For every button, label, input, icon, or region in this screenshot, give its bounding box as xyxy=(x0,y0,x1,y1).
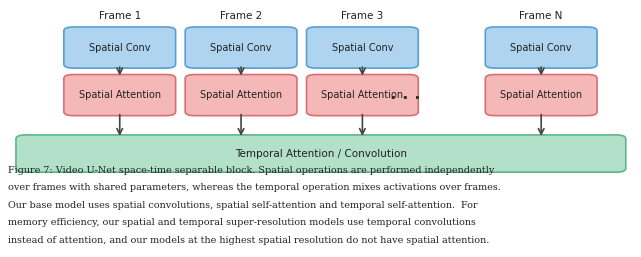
Text: Spatial Attention: Spatial Attention xyxy=(500,90,582,100)
FancyBboxPatch shape xyxy=(306,75,419,116)
FancyBboxPatch shape xyxy=(185,27,297,68)
Text: Frame 2: Frame 2 xyxy=(220,11,262,21)
FancyBboxPatch shape xyxy=(64,75,176,116)
Text: Our base model uses spatial convolutions, spatial self-attention and temporal se: Our base model uses spatial convolutions… xyxy=(8,201,478,210)
Text: Spatial Attention: Spatial Attention xyxy=(79,90,161,100)
FancyBboxPatch shape xyxy=(306,27,419,68)
Text: instead of attention, and our models at the highest spatial resolution do not ha: instead of attention, and our models at … xyxy=(8,236,490,245)
Text: Temporal Attention / Convolution: Temporal Attention / Convolution xyxy=(235,149,407,159)
Text: Spatial Conv: Spatial Conv xyxy=(331,43,393,52)
Text: Spatial Attention: Spatial Attention xyxy=(200,90,282,100)
FancyBboxPatch shape xyxy=(64,27,176,68)
FancyBboxPatch shape xyxy=(16,135,626,172)
Text: . . .: . . . xyxy=(390,85,420,103)
Text: Frame N: Frame N xyxy=(519,11,563,21)
Text: memory efficiency, our spatial and temporal super-resolution models use temporal: memory efficiency, our spatial and tempo… xyxy=(8,218,476,227)
Text: Frame 1: Frame 1 xyxy=(99,11,141,21)
Text: Figure 7: Video U-Net space-time separable block. Spatial operations are perform: Figure 7: Video U-Net space-time separab… xyxy=(8,166,495,175)
Text: Frame 3: Frame 3 xyxy=(341,11,383,21)
FancyBboxPatch shape xyxy=(485,75,597,116)
FancyBboxPatch shape xyxy=(485,27,597,68)
Text: Spatial Conv: Spatial Conv xyxy=(89,43,151,52)
Text: over frames with shared parameters, whereas the temporal operation mixes activat: over frames with shared parameters, wher… xyxy=(8,183,501,192)
FancyBboxPatch shape xyxy=(185,75,297,116)
Text: Spatial Conv: Spatial Conv xyxy=(510,43,572,52)
Text: Spatial Attention: Spatial Attention xyxy=(321,90,403,100)
Text: Spatial Conv: Spatial Conv xyxy=(210,43,272,52)
